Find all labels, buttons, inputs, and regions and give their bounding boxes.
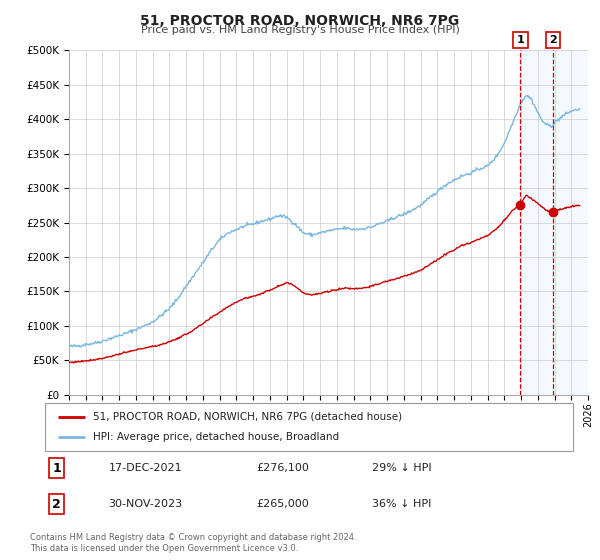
Text: 36% ↓ HPI: 36% ↓ HPI: [373, 499, 432, 509]
Text: £265,000: £265,000: [256, 499, 309, 509]
Text: 17-DEC-2021: 17-DEC-2021: [109, 463, 182, 473]
Text: 2: 2: [52, 497, 61, 511]
Text: 2: 2: [550, 35, 557, 45]
Text: 51, PROCTOR ROAD, NORWICH, NR6 7PG (detached house): 51, PROCTOR ROAD, NORWICH, NR6 7PG (deta…: [92, 412, 401, 422]
Text: 51, PROCTOR ROAD, NORWICH, NR6 7PG: 51, PROCTOR ROAD, NORWICH, NR6 7PG: [140, 14, 460, 28]
Text: 30-NOV-2023: 30-NOV-2023: [109, 499, 182, 509]
Text: £276,100: £276,100: [256, 463, 309, 473]
Text: 29% ↓ HPI: 29% ↓ HPI: [373, 463, 432, 473]
Text: HPI: Average price, detached house, Broadland: HPI: Average price, detached house, Broa…: [92, 432, 338, 442]
Text: 1: 1: [517, 35, 524, 45]
Text: Price paid vs. HM Land Registry's House Price Index (HPI): Price paid vs. HM Land Registry's House …: [140, 25, 460, 35]
Bar: [520, 50, 596, 395]
Text: Contains HM Land Registry data © Crown copyright and database right 2024.: Contains HM Land Registry data © Crown c…: [30, 533, 356, 542]
Text: 1: 1: [52, 462, 61, 475]
Text: This data is licensed under the Open Government Licence v3.0.: This data is licensed under the Open Gov…: [30, 544, 298, 553]
FancyBboxPatch shape: [45, 403, 573, 451]
